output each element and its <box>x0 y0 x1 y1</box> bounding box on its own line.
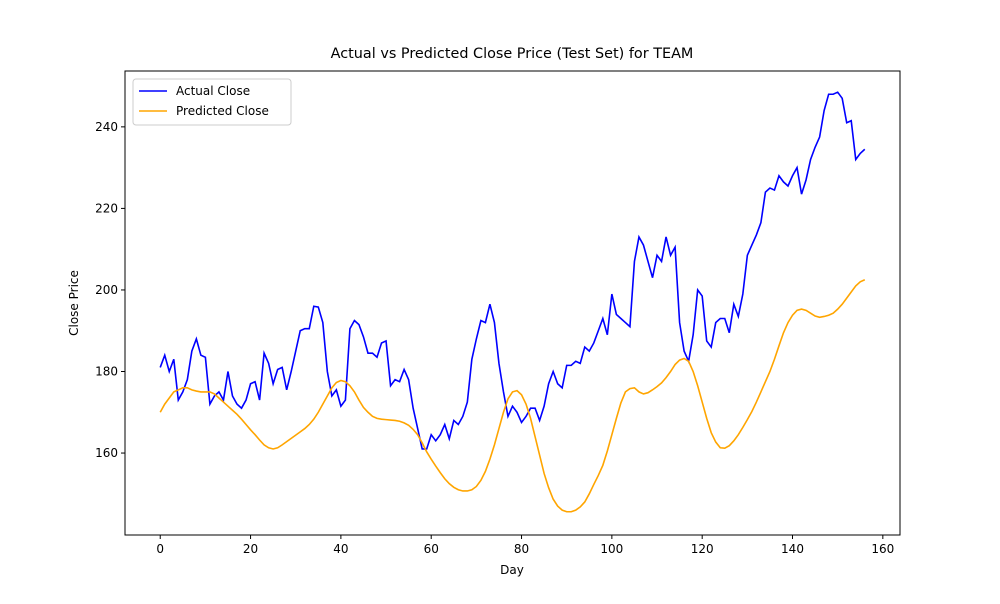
x-tick-label: 40 <box>333 542 348 556</box>
x-tick-label: 0 <box>156 542 164 556</box>
x-tick-label: 160 <box>871 542 894 556</box>
y-axis-label: Close Price <box>67 270 81 336</box>
legend-label: Predicted Close <box>176 104 269 118</box>
legend-label: Actual Close <box>176 84 250 98</box>
x-tick-label: 100 <box>600 542 623 556</box>
y-tick-label: 220 <box>95 201 118 215</box>
x-tick-label: 60 <box>424 542 439 556</box>
x-tick-label: 120 <box>691 542 714 556</box>
data-line <box>159 91 866 450</box>
y-tick-label: 180 <box>95 364 118 378</box>
x-tick-label: 140 <box>781 542 804 556</box>
y-tick-label: 160 <box>95 446 118 460</box>
y-tick-label: 240 <box>95 120 118 134</box>
legend-box <box>132 78 292 126</box>
x-axis-label: Day <box>500 563 524 577</box>
x-tick-label: 80 <box>514 542 529 556</box>
plot-frame <box>124 70 901 536</box>
x-tick-label: 20 <box>243 542 258 556</box>
data-line <box>159 279 866 513</box>
chart-title: Actual vs Predicted Close Price (Test Se… <box>331 46 694 62</box>
y-tick-label: 200 <box>95 283 118 297</box>
